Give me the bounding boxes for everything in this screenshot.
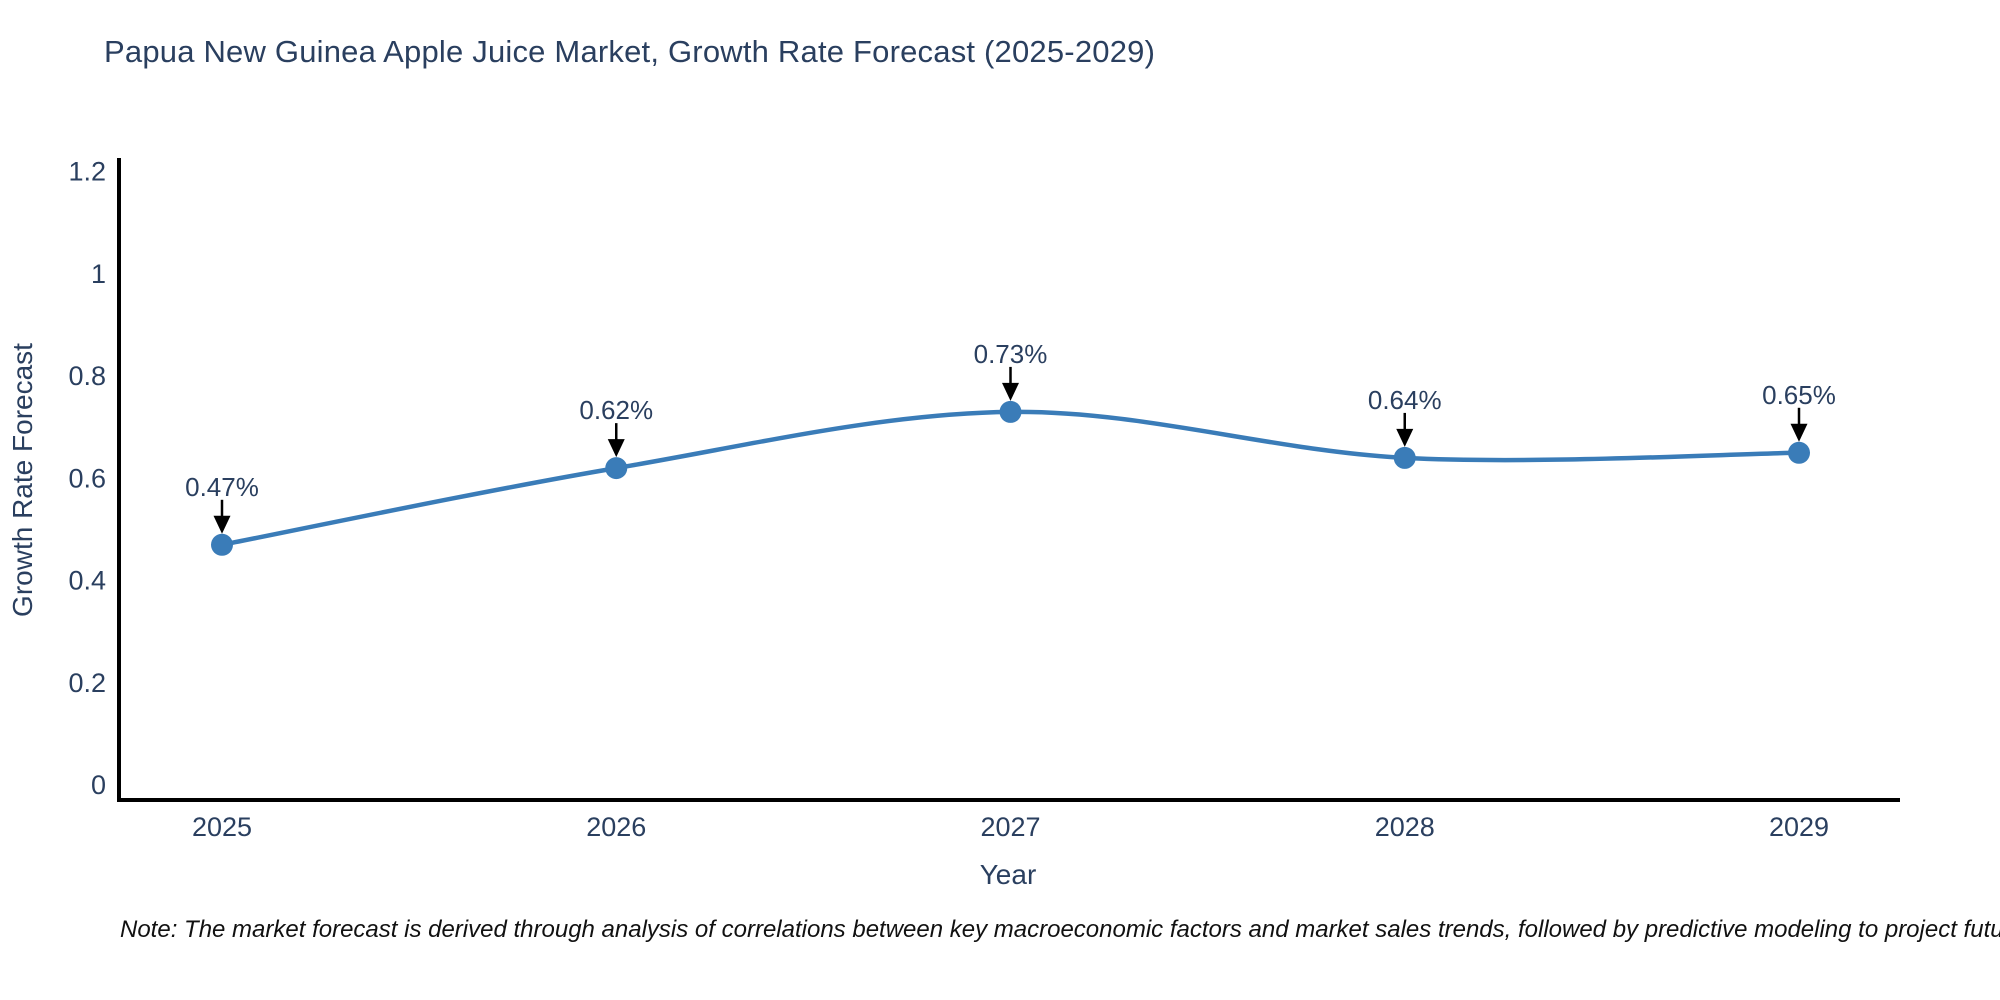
y-tick-label: 0.2 xyxy=(68,668,106,698)
y-axis-title: Growth Rate Forecast xyxy=(7,343,38,617)
x-axis-title: Year xyxy=(980,859,1037,890)
series-line xyxy=(221,409,1800,548)
data-point-2028[interactable] xyxy=(1393,446,1416,469)
data-point-2029[interactable] xyxy=(1788,441,1810,464)
y-tick-label: 0.8 xyxy=(68,361,106,391)
y-tick-label: 0.4 xyxy=(68,566,106,596)
x-tick-label: 2027 xyxy=(980,812,1040,842)
annotation-arrowhead xyxy=(1790,423,1808,442)
chart-title: Papua New Guinea Apple Juice Market, Gro… xyxy=(104,34,1156,69)
footnote: Note: The market forecast is derived thr… xyxy=(120,916,2000,943)
x-tick-label: 2025 xyxy=(192,812,252,842)
plot-content: 0 0.2 0.4 0.6 0.8 1 1.2 2025 2026 2027 2028 2029 0.4… xyxy=(68,157,1835,842)
data-point-2025[interactable] xyxy=(211,533,233,556)
annotation-arrowhead xyxy=(607,439,625,458)
data-point-label: 0.65% xyxy=(1762,380,1836,410)
x-tick-label: 2028 xyxy=(1375,812,1435,842)
data-point-2027[interactable] xyxy=(999,400,1022,423)
annotation-arrowhead xyxy=(1396,428,1414,447)
y-tick-label: 1.2 xyxy=(68,157,106,187)
data-point-2026[interactable] xyxy=(605,457,628,480)
x-tick-label: 2026 xyxy=(586,812,646,842)
data-point-label: 0.47% xyxy=(185,472,259,502)
annotation-arrowhead xyxy=(213,515,231,534)
data-point-label: 0.73% xyxy=(974,339,1048,369)
y-tick-label: 1 xyxy=(91,259,106,289)
x-tick-label: 2029 xyxy=(1769,812,1829,842)
y-tick-label: 0 xyxy=(91,770,106,800)
annotation-arrowhead xyxy=(1002,382,1019,401)
data-point-label: 0.62% xyxy=(579,395,653,425)
y-tick-label: 0.6 xyxy=(68,463,106,493)
data-point-label: 0.64% xyxy=(1368,385,1442,415)
